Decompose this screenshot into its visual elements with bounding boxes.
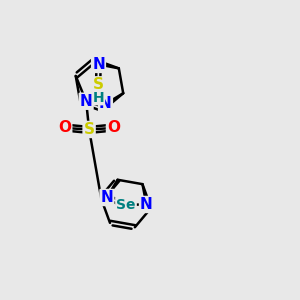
Text: N: N [140,197,153,212]
Text: N: N [80,94,92,109]
Text: H: H [93,91,104,105]
Text: N: N [100,190,113,205]
Text: Se: Se [116,198,136,212]
Text: S: S [84,122,94,137]
Text: S: S [93,77,104,92]
Text: N: N [92,57,105,72]
Text: O: O [107,121,120,136]
Text: N: N [99,96,112,111]
Text: O: O [58,121,71,136]
